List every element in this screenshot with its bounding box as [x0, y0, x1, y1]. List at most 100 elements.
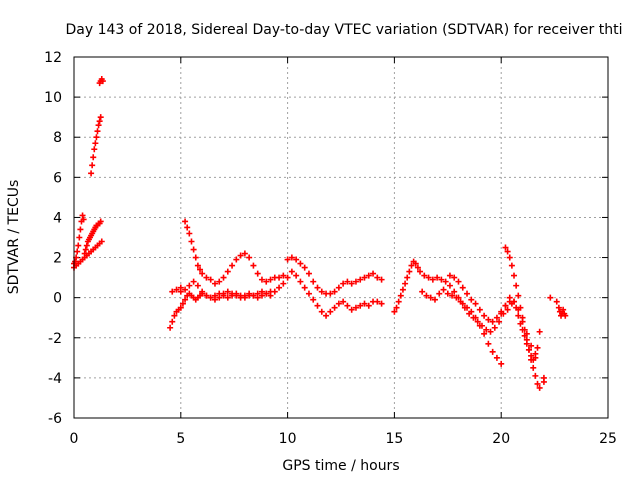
data-point [547, 294, 554, 301]
data-point [263, 290, 270, 297]
data-point [194, 282, 201, 289]
data-point [310, 296, 317, 303]
data-point [246, 254, 253, 261]
data-point [404, 274, 411, 281]
data-point [438, 276, 445, 283]
y-tick-label: 12 [44, 50, 62, 66]
data-point [395, 298, 402, 305]
data-point [459, 284, 466, 291]
data-point [425, 274, 432, 281]
data-point [224, 294, 231, 301]
data-point [82, 246, 89, 253]
data-point [280, 272, 287, 279]
plot-grid [74, 57, 608, 418]
data-point [487, 328, 494, 335]
data-point [323, 312, 330, 319]
data-point [528, 342, 535, 349]
data-point [506, 254, 513, 261]
data-point [408, 262, 415, 269]
data-point [489, 318, 496, 325]
data-point [173, 286, 180, 293]
data-point [515, 292, 522, 299]
data-point [511, 298, 518, 305]
data-point [442, 278, 449, 285]
data-point [80, 216, 87, 223]
data-point [72, 258, 79, 265]
data-point [348, 280, 355, 287]
data-point [352, 304, 359, 311]
data-point [88, 170, 95, 177]
data-point [352, 278, 359, 285]
data-point [92, 140, 99, 147]
data-point [412, 260, 419, 267]
data-point [179, 300, 186, 307]
data-point [476, 306, 483, 313]
data-point [553, 298, 560, 305]
data-point [216, 294, 223, 301]
data-point [530, 364, 537, 371]
data-point [406, 268, 413, 275]
axis-tick-labels: 0 5 10 15 20 25 -6 -4 -2 0 2 4 6 8 10 12 [44, 50, 617, 447]
data-point [515, 312, 522, 319]
data-point [402, 280, 409, 287]
data-point [203, 274, 210, 281]
data-point [466, 310, 473, 317]
data-point [461, 304, 468, 311]
data-point [344, 278, 351, 285]
data-point [361, 274, 368, 281]
data-point [493, 354, 500, 361]
data-point [331, 288, 338, 295]
data-point [184, 224, 191, 231]
data-point [207, 276, 214, 283]
data-point [489, 348, 496, 355]
data-point [93, 134, 100, 141]
data-point [481, 330, 488, 337]
data-point [284, 274, 291, 281]
data-point [188, 238, 195, 245]
data-point [75, 242, 82, 249]
data-point [233, 292, 240, 299]
data-point [525, 346, 532, 353]
data-points [71, 76, 569, 391]
data-point [485, 340, 492, 347]
data-point [186, 282, 193, 289]
data-point [374, 298, 381, 305]
data-point [190, 278, 197, 285]
data-point [254, 270, 261, 277]
data-point [378, 300, 385, 307]
data-point [511, 272, 518, 279]
data-point [99, 78, 106, 85]
data-point [203, 292, 210, 299]
data-point [502, 302, 509, 309]
y-tick-label: -4 [48, 371, 62, 387]
data-point [470, 314, 477, 321]
data-point [194, 262, 201, 269]
x-tick-label: 0 [70, 431, 79, 447]
data-point [327, 308, 334, 315]
data-point [310, 278, 317, 285]
data-point [301, 264, 308, 271]
data-point [263, 278, 270, 285]
data-point [472, 300, 479, 307]
data-point [76, 234, 83, 241]
data-point [498, 310, 505, 317]
x-tick-label: 25 [599, 431, 617, 447]
data-point [523, 330, 530, 337]
data-point [515, 306, 522, 313]
data-point [340, 280, 347, 287]
data-point [284, 256, 291, 263]
data-point [288, 254, 295, 261]
data-point [504, 248, 511, 255]
data-point [555, 304, 562, 311]
data-point [305, 290, 312, 297]
data-point [250, 292, 257, 299]
data-point [327, 290, 334, 297]
x-tick-label: 10 [279, 431, 297, 447]
data-point [434, 274, 441, 281]
data-point [314, 302, 321, 309]
chart-title: Day 143 of 2018, Sidereal Day-to-day VTE… [66, 22, 623, 38]
data-point [229, 262, 236, 269]
data-point [508, 262, 515, 269]
data-point [297, 278, 304, 285]
